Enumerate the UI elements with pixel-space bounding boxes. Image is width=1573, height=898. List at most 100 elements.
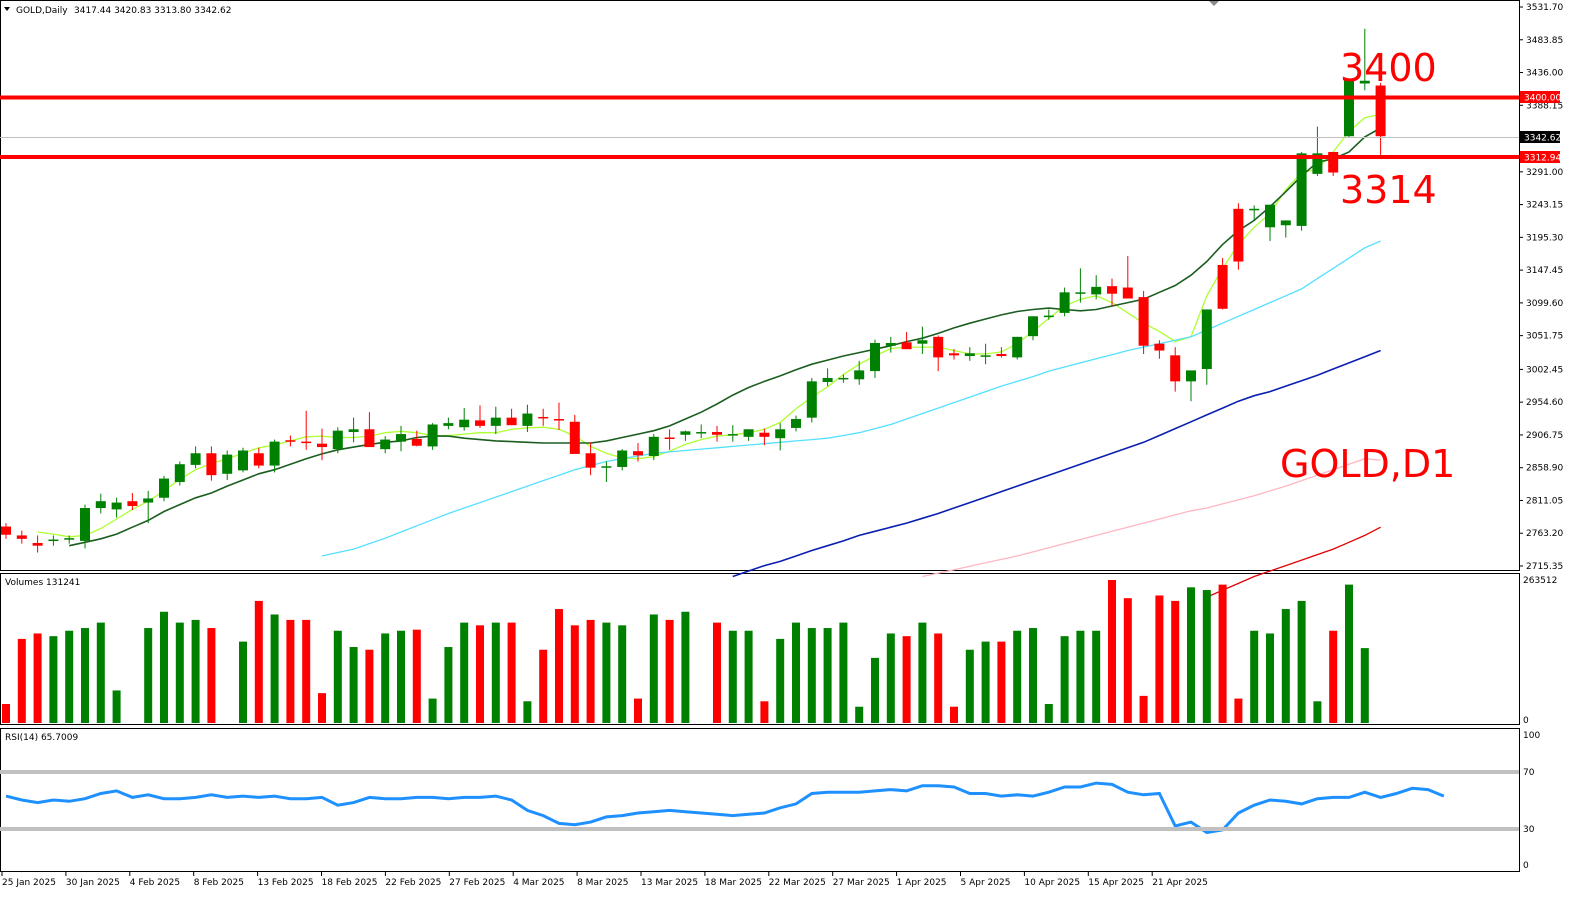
candle-body[interactable] <box>554 419 564 421</box>
candle-body[interactable] <box>159 478 169 498</box>
candle-body[interactable] <box>1359 80 1370 84</box>
candle-body[interactable] <box>95 501 106 509</box>
candle-body[interactable] <box>901 342 912 350</box>
candle-body[interactable] <box>364 429 375 448</box>
candle-body[interactable] <box>870 343 880 372</box>
candle-body[interactable] <box>380 439 391 450</box>
candle-body[interactable] <box>806 381 817 418</box>
candle-body[interactable] <box>1201 309 1212 370</box>
candle-body[interactable] <box>475 420 485 426</box>
candle-body[interactable] <box>506 417 517 426</box>
candle-body[interactable] <box>80 508 90 541</box>
volume-bar <box>81 628 89 723</box>
candle-body[interactable] <box>459 419 470 428</box>
candle-body[interactable] <box>538 416 549 419</box>
candle-body[interactable] <box>1059 292 1070 313</box>
candle-body[interactable] <box>743 429 754 437</box>
candle-body[interactable] <box>332 430 343 450</box>
candle-body[interactable] <box>759 432 770 437</box>
candle-body[interactable] <box>917 340 928 344</box>
candle-body[interactable] <box>996 353 1007 357</box>
candle-body[interactable] <box>1028 316 1038 337</box>
candle-body[interactable] <box>64 538 75 540</box>
candle-body[interactable] <box>617 450 628 467</box>
price-tick-label: 3051.75 <box>1526 332 1563 342</box>
candle-body[interactable] <box>601 466 612 468</box>
candle-body[interactable] <box>253 453 264 466</box>
candle-body[interactable] <box>174 464 185 483</box>
candle-body[interactable] <box>1091 286 1102 295</box>
candle-body[interactable] <box>1375 85 1386 137</box>
candle-body[interactable] <box>1233 208 1244 262</box>
candle-body[interactable] <box>127 501 138 506</box>
candle-body[interactable] <box>427 424 438 447</box>
candle-body[interactable] <box>1186 370 1196 382</box>
candle-body[interactable] <box>1280 220 1291 226</box>
candle-body[interactable] <box>396 434 406 442</box>
candle-body[interactable] <box>111 502 122 510</box>
candle-body[interactable] <box>1154 343 1165 351</box>
candle-body[interactable] <box>317 443 327 448</box>
candle-body[interactable] <box>1249 208 1260 211</box>
candle-body[interactable] <box>822 377 833 383</box>
candle-body[interactable] <box>1170 355 1181 382</box>
candle-body[interactable] <box>680 431 691 435</box>
candle-body[interactable] <box>980 355 991 357</box>
candle-body[interactable] <box>648 436 659 456</box>
candle-body[interactable] <box>933 336 944 358</box>
candle-body[interactable] <box>569 421 580 454</box>
candle-body[interactable] <box>411 438 422 446</box>
volume-bar <box>1234 698 1243 723</box>
candle-body[interactable] <box>964 353 975 357</box>
candle-body[interactable] <box>791 419 801 428</box>
candle-body[interactable] <box>1 526 11 535</box>
rsi-panel[interactable] <box>0 728 1520 872</box>
shift-marker-icon[interactable] <box>1209 1 1219 6</box>
candle-body[interactable] <box>1138 297 1149 346</box>
candle-body[interactable] <box>775 429 786 439</box>
candle-body[interactable] <box>1107 286 1117 294</box>
candle-body[interactable] <box>1312 153 1323 174</box>
candle-body[interactable] <box>522 413 533 426</box>
candle-body[interactable] <box>1012 336 1023 358</box>
candle-body[interactable] <box>32 542 43 546</box>
candle-body[interactable] <box>885 343 896 346</box>
candle-body[interactable] <box>222 454 233 474</box>
candle-body[interactable] <box>269 441 280 466</box>
collapse-triangle-icon[interactable] <box>4 7 10 11</box>
candle-body[interactable] <box>143 498 154 503</box>
candle-body[interactable] <box>48 539 59 542</box>
candle-body[interactable] <box>348 429 359 433</box>
candle-body[interactable] <box>443 423 454 426</box>
candle-body[interactable] <box>301 441 312 444</box>
candle-body[interactable] <box>949 353 959 356</box>
candle-body[interactable] <box>854 370 865 380</box>
candle-body[interactable] <box>633 451 643 456</box>
volume-bar <box>270 614 279 723</box>
candle-body[interactable] <box>712 432 722 435</box>
volume-panel[interactable] <box>0 573 1520 725</box>
candle-body[interactable] <box>206 453 217 476</box>
candle-body[interactable] <box>1217 264 1228 309</box>
candle-body[interactable] <box>838 377 849 380</box>
chart-symbol: GOLD,Daily <box>16 6 68 16</box>
candle-body[interactable] <box>664 437 675 440</box>
volume-bar <box>175 622 184 723</box>
candle-body[interactable] <box>238 450 248 471</box>
candle-body[interactable] <box>1328 151 1339 173</box>
candle-body[interactable] <box>285 440 296 442</box>
candle-body[interactable] <box>190 453 201 465</box>
candle-body[interactable] <box>1043 315 1054 318</box>
candle-body[interactable] <box>696 432 707 434</box>
candle-body[interactable] <box>1344 78 1354 137</box>
candle-body[interactable] <box>1122 287 1133 299</box>
candle-body[interactable] <box>490 417 501 426</box>
candle-body[interactable] <box>1075 292 1086 294</box>
candle-body[interactable] <box>727 434 738 436</box>
candle-body[interactable] <box>585 453 596 468</box>
candle-body[interactable] <box>1265 204 1275 228</box>
candle-body[interactable] <box>1296 153 1307 226</box>
candle-body[interactable] <box>16 535 27 539</box>
